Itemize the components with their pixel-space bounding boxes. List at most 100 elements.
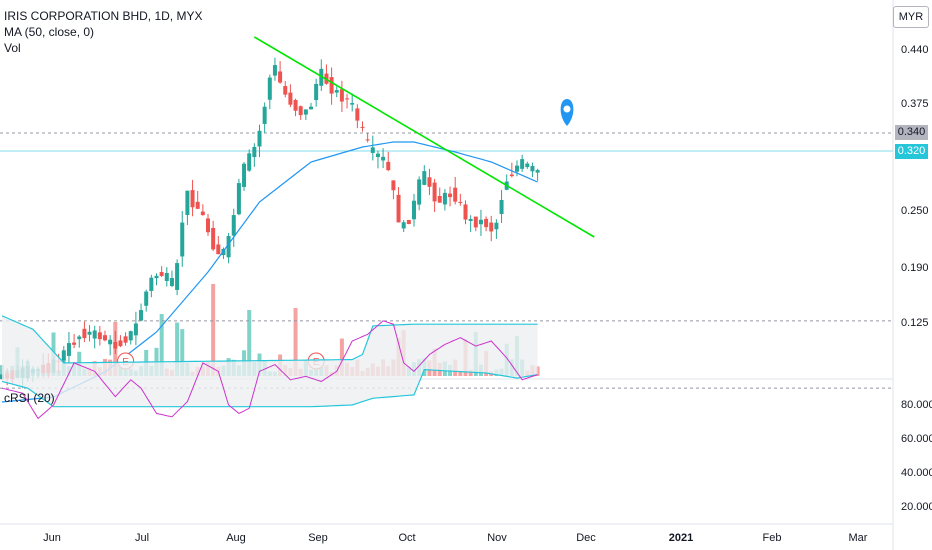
candle-body xyxy=(72,342,77,345)
candle-body xyxy=(211,227,216,250)
candle-body xyxy=(422,171,427,185)
candle-body xyxy=(257,130,262,147)
ma-indicator-label[interactable]: MA (50, close, 0) xyxy=(4,25,95,39)
candle-body xyxy=(520,159,525,169)
volume-indicator-label[interactable]: Vol xyxy=(4,41,21,55)
rsi-axis-tick: 40.000 xyxy=(901,467,932,479)
crsi-indicator-label[interactable]: cRSI (20) xyxy=(4,391,55,405)
candle-body xyxy=(247,153,252,171)
candle-body xyxy=(427,177,432,187)
candle-body xyxy=(355,108,360,121)
candle-body xyxy=(412,200,416,220)
time-axis-tick: Feb xyxy=(762,532,782,544)
candle-body xyxy=(473,216,478,228)
time-axis-tick: Jun xyxy=(43,532,61,544)
candle-body xyxy=(272,65,277,76)
candle-body xyxy=(437,196,442,203)
candle-body xyxy=(175,263,180,290)
candle-body xyxy=(133,323,138,336)
volume-bar xyxy=(211,284,216,376)
candle-body xyxy=(87,331,92,335)
candle-body xyxy=(530,166,535,172)
candle-body xyxy=(293,99,298,111)
volume-bar xyxy=(247,310,252,376)
candle-body xyxy=(113,341,118,349)
currency-button[interactable]: MYR xyxy=(893,6,929,28)
candle-body xyxy=(381,156,386,161)
price-axis-tick: 0.190 xyxy=(901,262,929,274)
chart-legend: IRIS CORPORATION BHD, 1D, MYX MA (50, cl… xyxy=(4,8,202,56)
candle-body xyxy=(103,335,107,341)
candle-body xyxy=(82,328,87,339)
candle-body xyxy=(303,109,308,115)
candle-body xyxy=(154,275,159,279)
candle-body xyxy=(329,77,334,94)
candle-body xyxy=(345,98,350,100)
resistance-price-tag: 0.340 xyxy=(895,125,928,140)
volume-bar xyxy=(468,369,473,376)
volume-bar xyxy=(339,338,344,376)
candle-body xyxy=(123,336,128,343)
candle-body xyxy=(242,163,247,187)
candle-body xyxy=(180,222,185,257)
candle-body xyxy=(350,103,355,105)
time-axis-tick: Oct xyxy=(398,532,416,544)
time-axis-tick: Jul xyxy=(134,532,150,544)
price-axis-tick: 0.125 xyxy=(901,317,929,329)
candle-body xyxy=(149,277,154,291)
candle-body xyxy=(164,273,169,281)
rsi-axis-tick: 60.000 xyxy=(901,433,932,445)
last-price-tag: 0.320 xyxy=(895,144,928,159)
candle-body xyxy=(278,71,283,83)
candle-body xyxy=(128,331,133,341)
candle-body xyxy=(236,183,241,215)
time-axis-tick: Nov xyxy=(487,532,507,544)
candle-body xyxy=(432,182,437,202)
candle-body xyxy=(298,106,303,116)
candle-body xyxy=(458,201,463,203)
candle-body xyxy=(365,139,370,141)
candle-body xyxy=(391,180,396,191)
candle-body xyxy=(515,165,519,172)
candle-body xyxy=(288,92,293,105)
trendline xyxy=(253,36,595,238)
candle-body xyxy=(206,218,210,233)
candle-body xyxy=(66,343,71,356)
candle-body xyxy=(442,192,447,205)
time-axis-tick: Dec xyxy=(576,532,596,544)
candle-body xyxy=(370,147,375,153)
crsi-line xyxy=(1,320,538,420)
candle-body xyxy=(262,106,267,124)
rsi-lower-band xyxy=(1,315,538,364)
candle-body xyxy=(185,190,190,215)
time-axis-tick: 2021 xyxy=(668,532,694,544)
candle-body xyxy=(509,174,514,177)
volume-bar xyxy=(293,308,298,376)
candle-body xyxy=(468,218,473,222)
candle-body xyxy=(525,163,530,168)
candle-body xyxy=(401,222,406,229)
candle-body xyxy=(417,179,422,205)
candle-body xyxy=(406,220,411,224)
candle-body xyxy=(535,170,540,173)
candle-body xyxy=(92,330,97,339)
candle-body xyxy=(216,244,221,255)
rsi-axis-tick: 20.000 xyxy=(901,501,932,513)
candle-body xyxy=(499,200,504,214)
candle-body xyxy=(309,106,313,110)
candle-body xyxy=(226,236,231,258)
candle-body xyxy=(314,83,319,101)
candle-body xyxy=(396,194,401,223)
volume-bar xyxy=(180,329,185,376)
candle-body xyxy=(169,278,174,286)
candle-body xyxy=(190,190,195,208)
price-axis-tick: 0.250 xyxy=(901,205,929,217)
candle-body xyxy=(489,222,494,232)
volume-bar xyxy=(159,314,164,376)
time-axis-tick: Mar xyxy=(848,532,868,544)
candle-body xyxy=(195,201,200,209)
symbol-title[interactable]: IRIS CORPORATION BHD, 1D, MYX xyxy=(4,9,203,23)
candle-body xyxy=(319,68,324,86)
candle-body xyxy=(484,218,489,228)
